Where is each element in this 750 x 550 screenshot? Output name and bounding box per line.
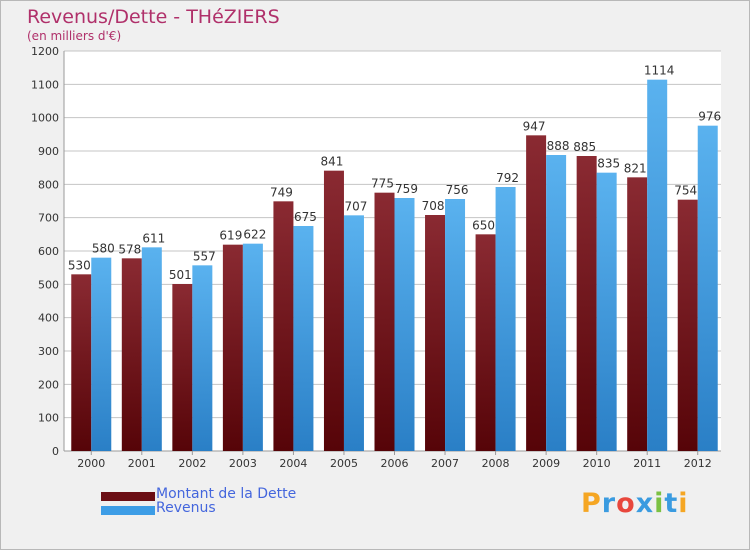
data-label: 759: [395, 182, 418, 196]
data-label: 749: [270, 185, 293, 199]
bar-dette: [172, 284, 193, 451]
bar-revenus: [445, 199, 466, 451]
data-label: 947: [523, 119, 546, 133]
x-tick-label: 2011: [633, 457, 661, 470]
y-tick-label: 700: [38, 212, 59, 225]
bar-dette: [526, 135, 547, 452]
data-label: 775: [371, 177, 394, 191]
logo-letter: o: [616, 488, 636, 519]
legend-label-revenus: Revenus: [156, 500, 216, 516]
data-label: 821: [624, 161, 647, 175]
legend-swatch-dette: [101, 492, 155, 501]
data-label: 754: [674, 184, 697, 198]
x-axis-tick-labels: 2000 2001 2002 2003 2004 2005 2006 2007 2008 2009…: [77, 451, 712, 470]
bars: [71, 79, 718, 452]
bar-revenus: [343, 215, 364, 451]
data-label: 708: [422, 199, 445, 213]
data-label: 650: [472, 218, 495, 232]
chart-subtitle: (en milliers d'€): [27, 29, 122, 43]
bar-dette: [475, 234, 496, 451]
x-tick-label: 2003: [229, 457, 257, 470]
data-label: 888: [547, 139, 570, 153]
legend-swatch-revenus: [101, 506, 155, 515]
y-tick-label: 500: [38, 278, 59, 291]
bar-revenus: [697, 125, 718, 452]
y-tick-label: 300: [38, 345, 59, 358]
bar-revenus: [293, 226, 314, 451]
bar-dette: [425, 215, 446, 451]
data-label: 611: [142, 231, 165, 245]
bar-dette: [273, 201, 294, 451]
logo-letter: i: [678, 488, 689, 519]
x-tick-label: 2002: [178, 457, 206, 470]
bar-revenus: [495, 187, 516, 451]
data-label: 501: [169, 268, 192, 282]
data-label: 622: [243, 228, 266, 242]
bar-revenus: [394, 198, 415, 451]
data-label: 707: [345, 199, 368, 213]
bar-dette: [627, 177, 648, 452]
data-label: 1114: [644, 64, 675, 78]
y-tick-label: 900: [38, 145, 59, 158]
logo-letter: P: [581, 488, 602, 519]
bar-revenus: [647, 79, 668, 452]
legend-label-dette: Montant de la Dette: [156, 486, 297, 502]
bar-revenus: [596, 172, 617, 451]
bar-dette: [576, 156, 597, 451]
x-tick-label: 2008: [482, 457, 510, 470]
bar-revenus: [141, 247, 162, 451]
bar-dette: [222, 244, 243, 451]
chart-title: Revenus/Dette - THéZIERS: [27, 6, 280, 28]
y-tick-label: 0: [52, 445, 59, 458]
y-axis-tick-labels: 0 100 200 300 400 500 600 700 800 900 1000 1100 1200: [31, 45, 59, 458]
x-tick-label: 2012: [684, 457, 712, 470]
x-tick-label: 2010: [583, 457, 611, 470]
x-tick-label: 2000: [77, 457, 105, 470]
bar-revenus: [91, 257, 112, 451]
y-tick-label: 800: [38, 178, 59, 191]
data-label: 835: [597, 157, 620, 171]
y-tick-label: 100: [38, 412, 59, 425]
y-tick-label: 1000: [31, 112, 59, 125]
bar-dette: [121, 258, 142, 451]
y-tick-label: 400: [38, 312, 59, 325]
x-tick-label: 2006: [381, 457, 409, 470]
bar-revenus: [242, 243, 263, 451]
data-label: 756: [446, 183, 469, 197]
data-label: 841: [321, 155, 344, 169]
logo-letter: r: [601, 488, 617, 519]
x-tick-label: 2001: [128, 457, 156, 470]
logo-letter: i: [654, 488, 665, 519]
data-label: 619: [219, 229, 242, 243]
data-label: 580: [92, 242, 115, 256]
y-tick-label: 1100: [31, 78, 59, 91]
data-label: 792: [496, 171, 519, 185]
proxiti-logo: Proxiti: [581, 488, 689, 519]
x-tick-label: 2009: [532, 457, 560, 470]
x-tick-label: 2004: [279, 457, 307, 470]
bar-dette: [71, 274, 92, 451]
bar-dette: [374, 192, 395, 451]
x-tick-label: 2005: [330, 457, 358, 470]
data-label: 885: [573, 140, 596, 154]
data-label: 578: [118, 242, 141, 256]
bar-dette: [323, 170, 344, 451]
bar-revenus: [546, 155, 567, 451]
y-tick-label: 1200: [31, 45, 59, 58]
data-label: 557: [193, 249, 216, 263]
x-tick-label: 2007: [431, 457, 459, 470]
y-tick-label: 600: [38, 245, 59, 258]
logo-letter: t: [664, 488, 679, 519]
bar-dette: [677, 199, 698, 451]
logo-letter: x: [635, 488, 655, 519]
y-tick-label: 200: [38, 378, 59, 391]
data-label: 675: [294, 210, 317, 224]
bar-revenus: [192, 265, 213, 451]
data-label: 530: [68, 258, 91, 272]
data-label: 976: [698, 110, 721, 124]
